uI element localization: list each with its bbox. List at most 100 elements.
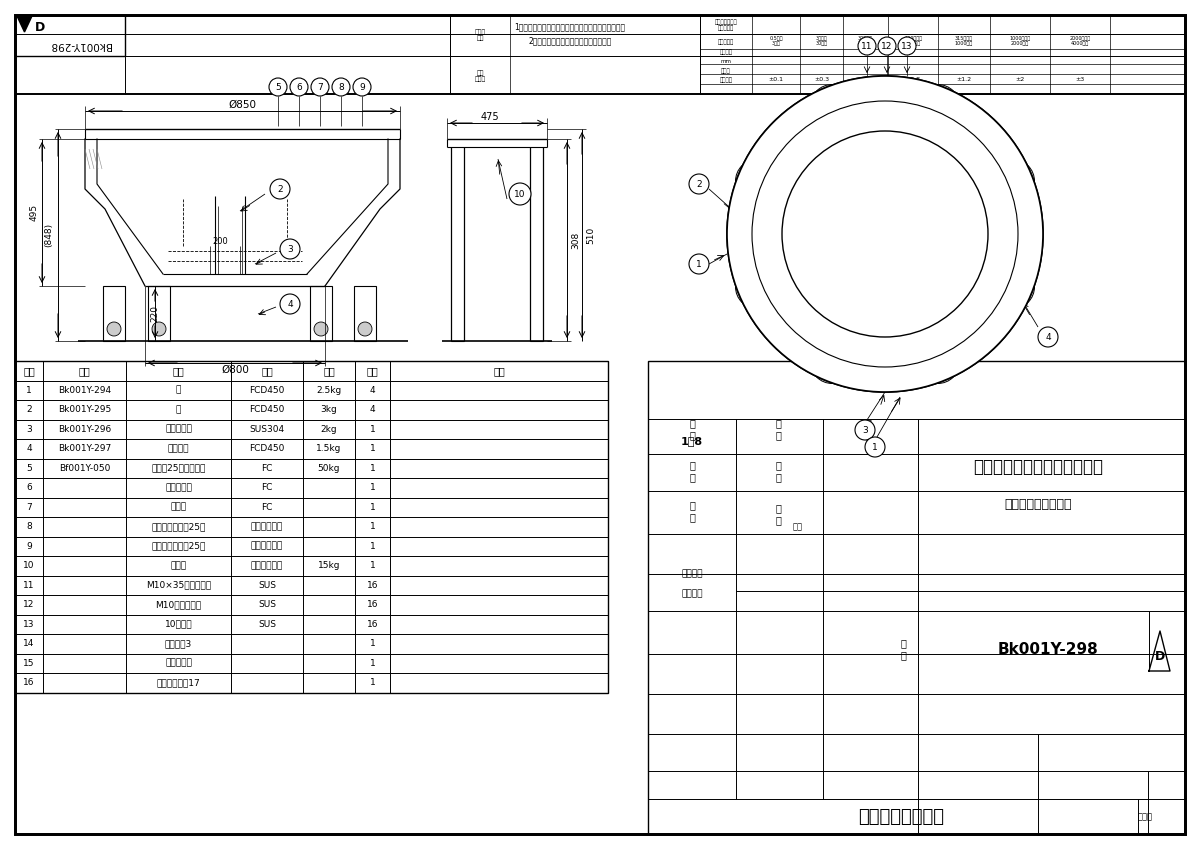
Circle shape [290,78,308,96]
Circle shape [878,37,896,55]
Text: 5: 5 [26,464,32,473]
Text: 7: 7 [26,503,32,512]
Text: 10: 10 [23,561,35,571]
Circle shape [311,78,329,96]
Text: 10平座金: 10平座金 [164,620,192,629]
Text: D: D [35,20,46,33]
Text: 1: 1 [370,522,376,531]
Text: 2．数を任意式は対称を示す（０．４）: 2．数を任意式は対称を示す（０．４） [528,37,612,46]
Circle shape [779,337,793,351]
Text: 材質: 材質 [262,366,272,376]
Text: 510: 510 [587,227,595,244]
Text: 脚: 脚 [176,405,181,414]
Text: 1000を超え
2000以下: 1000を超え 2000以下 [1009,36,1031,47]
Text: 長州丸25（下引き）: 長州丸25（下引き） [151,464,205,473]
Text: 0.5以上
3以下: 0.5以上 3以下 [769,36,782,47]
Circle shape [990,160,1034,203]
Polygon shape [894,102,971,155]
Text: ±3: ±3 [1075,76,1085,82]
Text: FCD450: FCD450 [250,385,284,395]
Text: 4: 4 [370,385,376,395]
Text: 15: 15 [23,659,35,668]
Text: 3: 3 [862,425,868,435]
Text: 8: 8 [338,82,344,92]
Text: 10: 10 [515,189,526,199]
Circle shape [752,101,1018,367]
Circle shape [979,119,989,128]
Text: 図
番: 図 番 [900,638,906,660]
Circle shape [977,116,991,131]
Text: 部番号: 部番号 [1138,812,1152,822]
Text: 1: 1 [370,464,376,473]
Text: 120を超え
315以下: 120を超え 315以下 [904,36,922,47]
Text: 9: 9 [359,82,365,92]
Text: 1: 1 [370,424,376,434]
Text: 親図番号: 親図番号 [682,570,703,578]
Text: ±0.1: ±0.1 [768,76,784,82]
Circle shape [976,118,990,132]
Text: 9: 9 [26,542,32,551]
Text: 1: 1 [370,503,376,512]
Text: 1: 1 [696,260,702,268]
Bar [103,286,125,341]
Circle shape [797,146,973,322]
Circle shape [332,78,350,96]
Text: 設
計: 設 計 [775,460,781,481]
Text: Bk001Y-296: Bk001Y-296 [58,424,112,434]
Text: 308: 308 [571,232,581,249]
Text: 6: 6 [26,483,32,492]
Text: Ø850: Ø850 [228,100,257,110]
Circle shape [854,420,875,440]
Circle shape [736,160,780,203]
Circle shape [1038,327,1058,347]
Text: 16: 16 [367,581,378,590]
Circle shape [280,294,300,314]
Text: 2: 2 [26,405,32,414]
Text: 柘枝果火珠: 柘枝果火珠 [166,659,192,668]
Text: 長州丸２５型簡易かまど組図: 長州丸２５型簡易かまど組図 [973,458,1103,476]
Circle shape [989,326,1002,340]
Circle shape [978,121,988,130]
Text: Bk001Y-295: Bk001Y-295 [58,405,112,414]
Text: Bk001Y-294: Bk001Y-294 [58,385,112,395]
Circle shape [865,437,886,457]
Text: 2000を超え
4000以下: 2000を超え 4000以下 [1069,36,1091,47]
Text: 橘木: 橘木 [793,522,803,531]
Circle shape [991,329,1000,338]
Circle shape [780,335,794,350]
Polygon shape [799,313,876,367]
Text: ±2: ±2 [1015,76,1025,82]
Polygon shape [964,243,1018,319]
Text: 1: 1 [370,678,376,687]
Text: ±0.5: ±0.5 [858,76,874,82]
Text: 1: 1 [370,659,376,668]
Circle shape [270,179,290,199]
Text: 15kg: 15kg [318,561,341,571]
Text: 材
料: 材 料 [775,419,781,440]
Text: 大和重工株式会社: 大和重工株式会社 [858,808,944,826]
Text: FC: FC [262,464,272,473]
Text: mm: mm [720,59,732,64]
Text: 湯牧民スタンダード: 湯牧民スタンダード [1004,498,1072,510]
Circle shape [782,131,988,337]
Text: 1: 1 [872,442,878,452]
Text: 4: 4 [370,405,376,414]
Text: 単重: 単重 [323,366,335,376]
Text: Bf001Y-050: Bf001Y-050 [59,464,110,473]
Text: 3: 3 [287,245,293,254]
Circle shape [986,324,1001,339]
Text: FC: FC [262,503,272,512]
Polygon shape [752,149,806,225]
Text: 排水栓: 排水栓 [170,503,186,512]
Text: 2: 2 [696,179,702,188]
Text: 3を超え
30以下: 3を超え 30以下 [816,36,828,47]
Circle shape [916,85,960,128]
Text: SUS: SUS [258,620,276,629]
Text: 切り込み公差の
普通許容差: 切り込み公差の 普通許容差 [715,19,737,31]
Text: 仕上げ
記号: 仕上げ 記号 [474,29,486,41]
Circle shape [810,340,854,384]
Text: 片ロスパナ　17: 片ロスパナ 17 [157,678,200,687]
Text: 14: 14 [23,639,35,649]
Circle shape [781,340,791,349]
Text: ±0.8: ±0.8 [906,76,920,82]
